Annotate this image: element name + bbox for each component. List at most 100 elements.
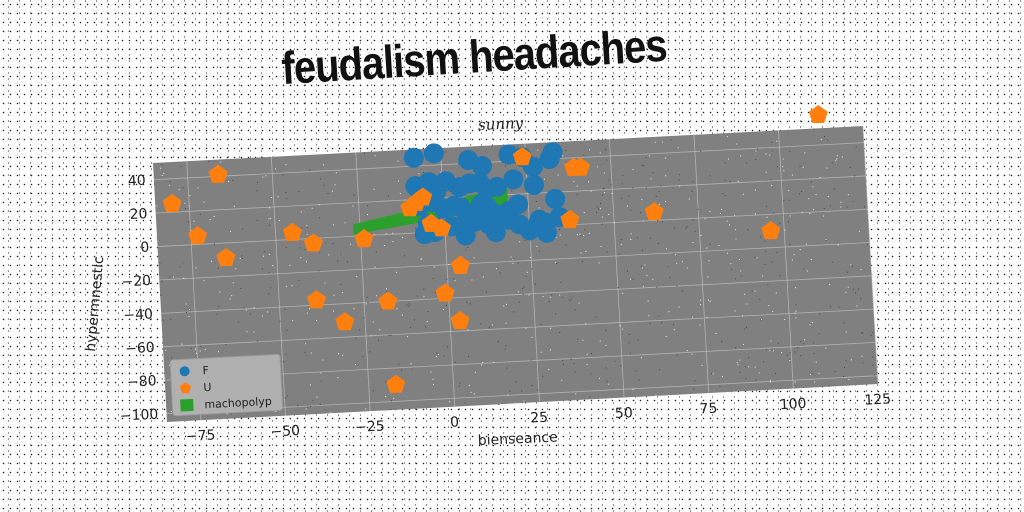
noise-speck bbox=[154, 183, 156, 185]
plot-area: −75 −50 −25 0 25 50 75 100 125 −100 −80 −60 −40 −20 0 2… bbox=[120, 104, 892, 445]
x-tick-label: 125 bbox=[864, 391, 892, 408]
noise-speck bbox=[393, 397, 395, 399]
noise-speck bbox=[636, 237, 638, 239]
noise-speck bbox=[364, 152, 366, 154]
noise-speck bbox=[645, 187, 647, 189]
point-U bbox=[303, 233, 323, 252]
noise-speck bbox=[657, 220, 659, 222]
noise-speck bbox=[742, 344, 744, 346]
noise-speck bbox=[268, 218, 270, 220]
noise-speck bbox=[809, 324, 811, 326]
noise-speck bbox=[436, 356, 438, 358]
noise-speck bbox=[305, 261, 307, 263]
noise-speck bbox=[513, 311, 515, 313]
noise-speck bbox=[392, 241, 394, 243]
noise-speck bbox=[872, 364, 874, 366]
noise-speck bbox=[605, 367, 607, 369]
noise-speck bbox=[388, 334, 390, 336]
noise-speck bbox=[862, 332, 864, 334]
noise-speck bbox=[823, 215, 825, 217]
noise-speck bbox=[323, 184, 325, 186]
noise-speck bbox=[799, 166, 801, 168]
noise-speck bbox=[284, 397, 286, 399]
noise-speck bbox=[199, 350, 201, 352]
noise-speck bbox=[193, 220, 195, 222]
point-U bbox=[386, 374, 406, 393]
noise-speck bbox=[182, 187, 184, 189]
noise-speck bbox=[800, 340, 802, 342]
noise-speck bbox=[160, 294, 162, 296]
noise-speck bbox=[738, 259, 740, 261]
noise-speck bbox=[574, 309, 576, 311]
noise-speck bbox=[620, 365, 622, 367]
noise-speck bbox=[779, 222, 781, 224]
noise-speck bbox=[549, 296, 551, 298]
noise-speck bbox=[744, 328, 746, 330]
noise-speck bbox=[606, 159, 608, 161]
noise-speck bbox=[240, 287, 242, 289]
noise-speck bbox=[432, 384, 434, 386]
point-U bbox=[560, 209, 580, 228]
noise-speck bbox=[379, 329, 381, 331]
noise-speck bbox=[788, 190, 790, 192]
noise-speck bbox=[168, 184, 170, 186]
noise-speck bbox=[677, 147, 679, 149]
noise-speck bbox=[241, 255, 243, 257]
noise-speck bbox=[701, 364, 703, 366]
noise-speck bbox=[559, 332, 561, 334]
noise-speck bbox=[330, 411, 332, 413]
noise-speck bbox=[596, 212, 598, 214]
noise-speck bbox=[225, 344, 227, 346]
noise-speck bbox=[324, 409, 326, 411]
noise-speck bbox=[649, 322, 651, 324]
noise-speck bbox=[241, 257, 243, 259]
noise-speck bbox=[842, 375, 844, 377]
noise-speck bbox=[504, 348, 506, 350]
noise-speck bbox=[562, 296, 564, 298]
noise-speck bbox=[208, 161, 210, 163]
noise-speck bbox=[754, 189, 756, 191]
noise-speck bbox=[765, 171, 767, 173]
noise-speck bbox=[518, 301, 520, 303]
noise-speck bbox=[642, 220, 644, 222]
noise-speck bbox=[693, 388, 695, 390]
noise-speck bbox=[574, 371, 576, 373]
noise-speck bbox=[363, 316, 365, 318]
noise-speck bbox=[606, 251, 608, 253]
noise-speck bbox=[213, 243, 215, 245]
noise-speck bbox=[220, 161, 222, 163]
noise-speck bbox=[699, 304, 701, 306]
point-F bbox=[485, 222, 506, 243]
y-tick-label: 20 bbox=[129, 206, 148, 223]
noise-speck bbox=[542, 296, 544, 298]
point-F bbox=[524, 174, 545, 195]
noise-speck bbox=[658, 203, 660, 205]
noise-speck bbox=[637, 339, 639, 341]
noise-speck bbox=[430, 371, 432, 373]
noise-speck bbox=[249, 313, 251, 315]
noise-speck bbox=[791, 259, 793, 261]
noise-speck bbox=[339, 253, 341, 255]
noise-speck bbox=[200, 345, 202, 347]
noise-speck bbox=[789, 151, 791, 153]
noise-speck bbox=[401, 369, 403, 371]
noise-speck bbox=[333, 310, 335, 312]
x-axis-label: bienseance bbox=[477, 430, 558, 449]
noise-speck bbox=[559, 234, 561, 236]
noise-speck bbox=[799, 193, 801, 195]
noise-speck bbox=[622, 328, 624, 330]
noise-speck bbox=[599, 340, 601, 342]
noise-speck bbox=[300, 227, 302, 229]
noise-speck bbox=[216, 313, 218, 315]
point-F bbox=[508, 194, 529, 215]
noise-speck bbox=[838, 306, 840, 308]
noise-speck bbox=[232, 282, 234, 284]
grid-line-x bbox=[778, 130, 794, 389]
noise-speck bbox=[707, 299, 709, 301]
noise-speck bbox=[726, 252, 728, 254]
noise-speck bbox=[486, 291, 488, 293]
noise-speck bbox=[836, 158, 838, 160]
noise-speck bbox=[685, 227, 687, 229]
